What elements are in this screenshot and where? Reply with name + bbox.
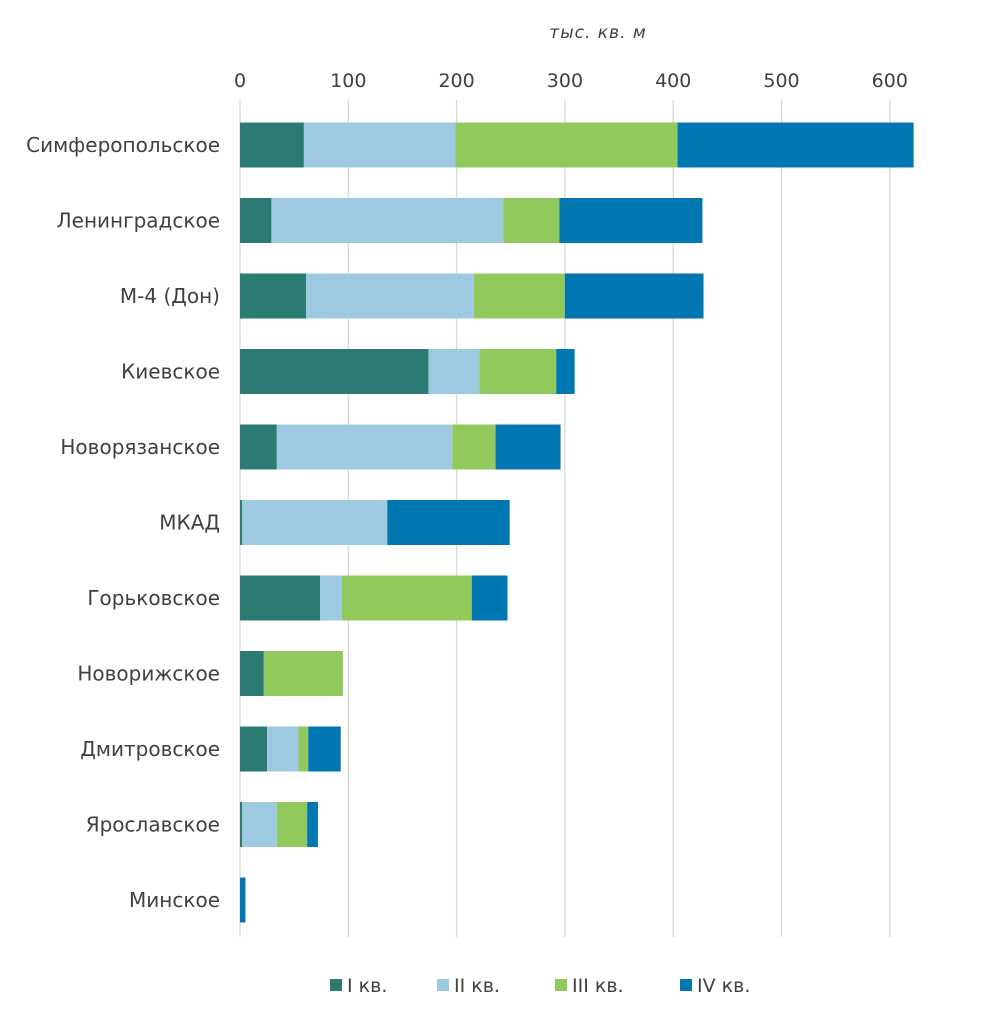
bar-segment-3 bbox=[452, 424, 496, 470]
bar-segment-3 bbox=[479, 349, 557, 394]
bar-segment-4 bbox=[240, 877, 246, 923]
legend-label-2: II кв. bbox=[454, 975, 500, 997]
bar-segment-4 bbox=[677, 122, 914, 168]
x-tick-label-100: 100 bbox=[330, 70, 366, 92]
bar-segment-4 bbox=[387, 500, 510, 545]
bar-segment-2 bbox=[276, 424, 453, 470]
bar-segment-1 bbox=[240, 122, 304, 168]
legend-label-4: IV кв. bbox=[697, 975, 750, 997]
legend-label-1: I кв. bbox=[347, 975, 387, 997]
category-label: Дмитровское bbox=[80, 737, 220, 761]
bar-segment-4 bbox=[495, 424, 561, 470]
bar-segment-1 bbox=[240, 349, 429, 394]
bar-segment-2 bbox=[320, 575, 342, 621]
category-label: Киевское bbox=[121, 360, 220, 384]
bar-segment-4 bbox=[556, 349, 575, 394]
bar-segment-4 bbox=[559, 198, 703, 243]
bar-segment-3 bbox=[503, 198, 560, 243]
bar-segment-4 bbox=[307, 802, 318, 847]
bar-segment-3 bbox=[276, 802, 308, 847]
bar-segment-3 bbox=[341, 575, 472, 621]
x-tick-label-200: 200 bbox=[438, 70, 474, 92]
x-tick-label-300: 300 bbox=[547, 70, 583, 92]
category-label: М-4 (Дон) bbox=[120, 284, 220, 308]
category-labels: Симферопольское Ленинградское М-4 (Дон) Кие… bbox=[26, 133, 220, 912]
bar-segment-1 bbox=[240, 802, 243, 847]
bar-segment-1 bbox=[240, 651, 264, 696]
category-label: Симферопольское bbox=[26, 133, 220, 157]
legend: I кв. II кв. III кв. IV кв. bbox=[330, 975, 750, 997]
bar-segment-2 bbox=[428, 349, 480, 394]
x-axis-tick-labels: 0 100 200 300 400 500 600 bbox=[234, 70, 908, 92]
x-tick-label-0: 0 bbox=[234, 70, 246, 92]
bar-segment-2 bbox=[242, 500, 388, 545]
bar-segment-4 bbox=[471, 575, 508, 621]
category-label: Новорязанское bbox=[60, 435, 220, 459]
bar-segment-1 bbox=[240, 726, 268, 772]
bar-segment-4 bbox=[308, 726, 341, 772]
bar-segment-1 bbox=[240, 500, 243, 545]
category-label: МКАД bbox=[159, 511, 220, 535]
bar-segment-2 bbox=[303, 122, 456, 168]
category-label: Новорижское bbox=[77, 662, 220, 686]
x-tick-label-600: 600 bbox=[872, 70, 908, 92]
bar-segment-3 bbox=[455, 122, 678, 168]
unit-label: тыс. кв. м bbox=[549, 23, 646, 43]
bar-segment-2 bbox=[267, 726, 299, 772]
category-label: Ленинградское bbox=[57, 209, 220, 233]
category-label: Минское bbox=[129, 888, 220, 912]
legend-label-3: III кв. bbox=[572, 975, 624, 997]
legend-swatch-4 bbox=[680, 979, 692, 991]
bar-segment-2 bbox=[306, 273, 474, 319]
category-label: Горьковское bbox=[87, 586, 220, 610]
bar-segment-1 bbox=[240, 424, 277, 470]
bar-segment-4 bbox=[564, 273, 704, 319]
bar-segment-3 bbox=[263, 651, 343, 696]
legend-swatch-1 bbox=[330, 979, 342, 991]
bar-segment-1 bbox=[240, 198, 272, 243]
bar-segment-3 bbox=[298, 726, 309, 772]
bar-segment-1 bbox=[240, 273, 307, 319]
bars bbox=[240, 122, 914, 923]
legend-swatch-3 bbox=[555, 979, 567, 991]
bar-segment-2 bbox=[242, 802, 277, 847]
bar-segment-1 bbox=[240, 575, 321, 621]
category-label: Ярославское bbox=[86, 813, 220, 837]
x-tick-label-500: 500 bbox=[763, 70, 799, 92]
bar-segment-3 bbox=[473, 273, 565, 319]
legend-swatch-2 bbox=[437, 979, 449, 991]
x-tick-label-400: 400 bbox=[655, 70, 691, 92]
bar-segment-2 bbox=[271, 198, 504, 243]
